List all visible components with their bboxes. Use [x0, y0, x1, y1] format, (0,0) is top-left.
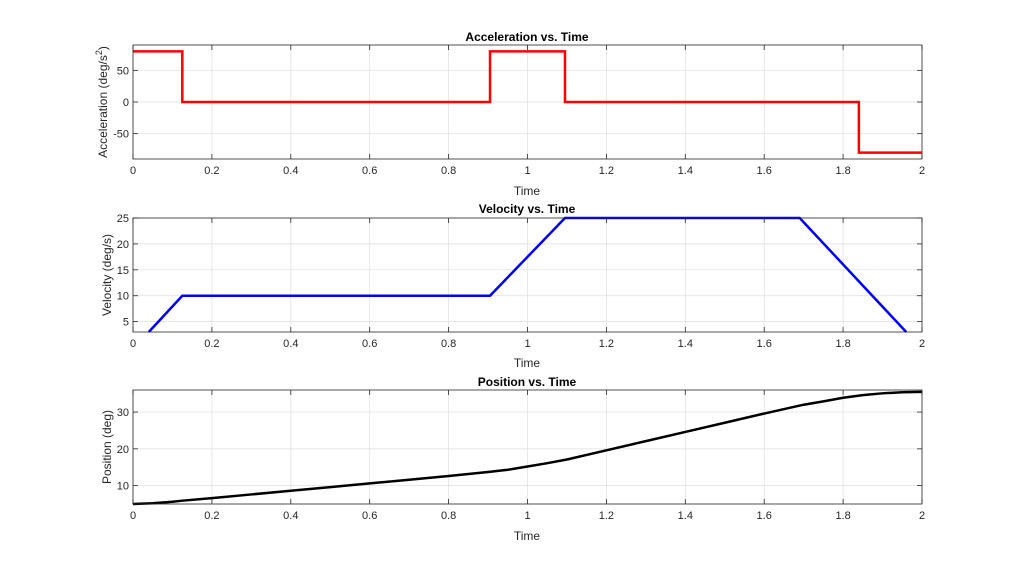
- position-x-tick-label: 2: [919, 510, 925, 522]
- position-grid: [132, 390, 923, 504]
- position-x-tick-label: 0.2: [204, 510, 219, 522]
- position-x-tick-label: 1.8: [835, 510, 850, 522]
- acceleration-y-label-main: Acceleration (deg/s: [96, 55, 110, 158]
- acceleration-x-tick-label: 0.6: [362, 165, 377, 177]
- acceleration-x-tick-label: 1.6: [757, 165, 772, 177]
- acceleration-title: Acceleration vs. Time: [465, 30, 588, 44]
- velocity-y-tick-label: 10: [117, 291, 129, 303]
- position-y-tick-label: 20: [117, 444, 129, 456]
- acceleration-y-tick-label: 0: [123, 97, 129, 109]
- position-y-tick-label: 30: [117, 407, 129, 419]
- acceleration-x-tick-label: 0: [130, 165, 136, 177]
- acceleration-y-tick-label: -50: [113, 129, 129, 141]
- acceleration-y-tick-label: 50: [117, 65, 129, 77]
- velocity-x-tick-label: 1.8: [835, 338, 850, 350]
- acceleration-subplot: 0 0.2 0.4 0.6 0.8 1 1.2 1.4 1.6 1.8 2 -50 0 50 Accel…: [94, 30, 925, 198]
- velocity-x-tick-label: 2: [919, 338, 925, 350]
- acceleration-x-tick-label: 1.2: [599, 165, 614, 177]
- acceleration-x-label: Time: [514, 184, 541, 198]
- velocity-x-tick-label: 1.6: [757, 338, 772, 350]
- position-x-tick-label: 1.4: [678, 510, 693, 522]
- velocity-x-tick-label: 1: [524, 338, 530, 350]
- position-x-ticks: 0 0.2 0.4 0.6 0.8 1 1.2 1.4 1.6 1.8 2: [130, 390, 925, 522]
- acceleration-y-label-close: ): [96, 46, 110, 50]
- acceleration-y-label-superscript: 2: [94, 50, 104, 55]
- position-x-label: Time: [514, 529, 541, 543]
- position-y-tick-label: 10: [117, 481, 129, 493]
- position-y-ticks: 10 20 30: [117, 407, 922, 493]
- velocity-title: Velocity vs. Time: [479, 202, 576, 216]
- acceleration-x-ticks: 0 0.2 0.4 0.6 0.8 1 1.2 1.4 1.6 1.8 2: [130, 45, 925, 177]
- position-subplot: 0 0.2 0.4 0.6 0.8 1 1.2 1.4 1.6 1.8 2 10 20 30 Posit…: [100, 375, 925, 543]
- acceleration-x-tick-label: 0.8: [441, 165, 456, 177]
- velocity-x-tick-label: 0: [130, 338, 136, 350]
- acceleration-x-tick-label: 1.4: [678, 165, 693, 177]
- velocity-y-ticks: 5 10 15 20 25: [117, 213, 922, 329]
- position-x-tick-label: 1.6: [757, 510, 772, 522]
- velocity-y-tick-label: 20: [117, 239, 129, 251]
- acceleration-x-tick-label: 2: [919, 165, 925, 177]
- velocity-x-tick-label: 0.8: [441, 338, 456, 350]
- position-title: Position vs. Time: [478, 375, 577, 389]
- acceleration-y-ticks: -50 0 50: [113, 65, 922, 141]
- position-y-label: Position (deg): [100, 410, 114, 484]
- velocity-x-tick-label: 1.4: [678, 338, 693, 350]
- position-series-line: [132, 390, 923, 506]
- acceleration-x-tick-label: 1: [524, 165, 530, 177]
- velocity-x-ticks: 0 0.2 0.4 0.6 0.8 1 1.2 1.4 1.6 1.8 2: [130, 218, 925, 350]
- position-x-tick-label: 1.2: [599, 510, 614, 522]
- acceleration-x-tick-label: 0.2: [204, 165, 219, 177]
- acceleration-x-tick-label: 1.8: [835, 165, 850, 177]
- acceleration-y-label: Acceleration (deg/s2): [94, 46, 110, 158]
- velocity-y-tick-label: 25: [117, 213, 129, 225]
- acceleration-x-tick-label: 0.4: [283, 165, 298, 177]
- acceleration-series-line: [133, 50, 922, 154]
- velocity-x-label: Time: [514, 356, 541, 370]
- velocity-y-tick-label: 15: [117, 265, 129, 277]
- velocity-x-tick-label: 0.4: [283, 338, 298, 350]
- velocity-series-line: [147, 216, 908, 333]
- velocity-x-tick-label: 1.2: [599, 338, 614, 350]
- position-x-tick-label: 0.8: [441, 510, 456, 522]
- velocity-x-tick-label: 0.2: [204, 338, 219, 350]
- position-x-tick-label: 0: [130, 510, 136, 522]
- velocity-y-tick-label: 5: [123, 317, 129, 329]
- velocity-subplot: 0 0.2 0.4 0.6 0.8 1 1.2 1.4 1.6 1.8 2 5 10 15 20 25 Ve…: [100, 202, 925, 370]
- position-x-tick-label: 0.6: [362, 510, 377, 522]
- velocity-x-tick-label: 0.6: [362, 338, 377, 350]
- position-x-tick-label: 1: [524, 510, 530, 522]
- velocity-y-label: Velocity (deg/s): [100, 234, 114, 316]
- position-x-tick-label: 0.4: [283, 510, 298, 522]
